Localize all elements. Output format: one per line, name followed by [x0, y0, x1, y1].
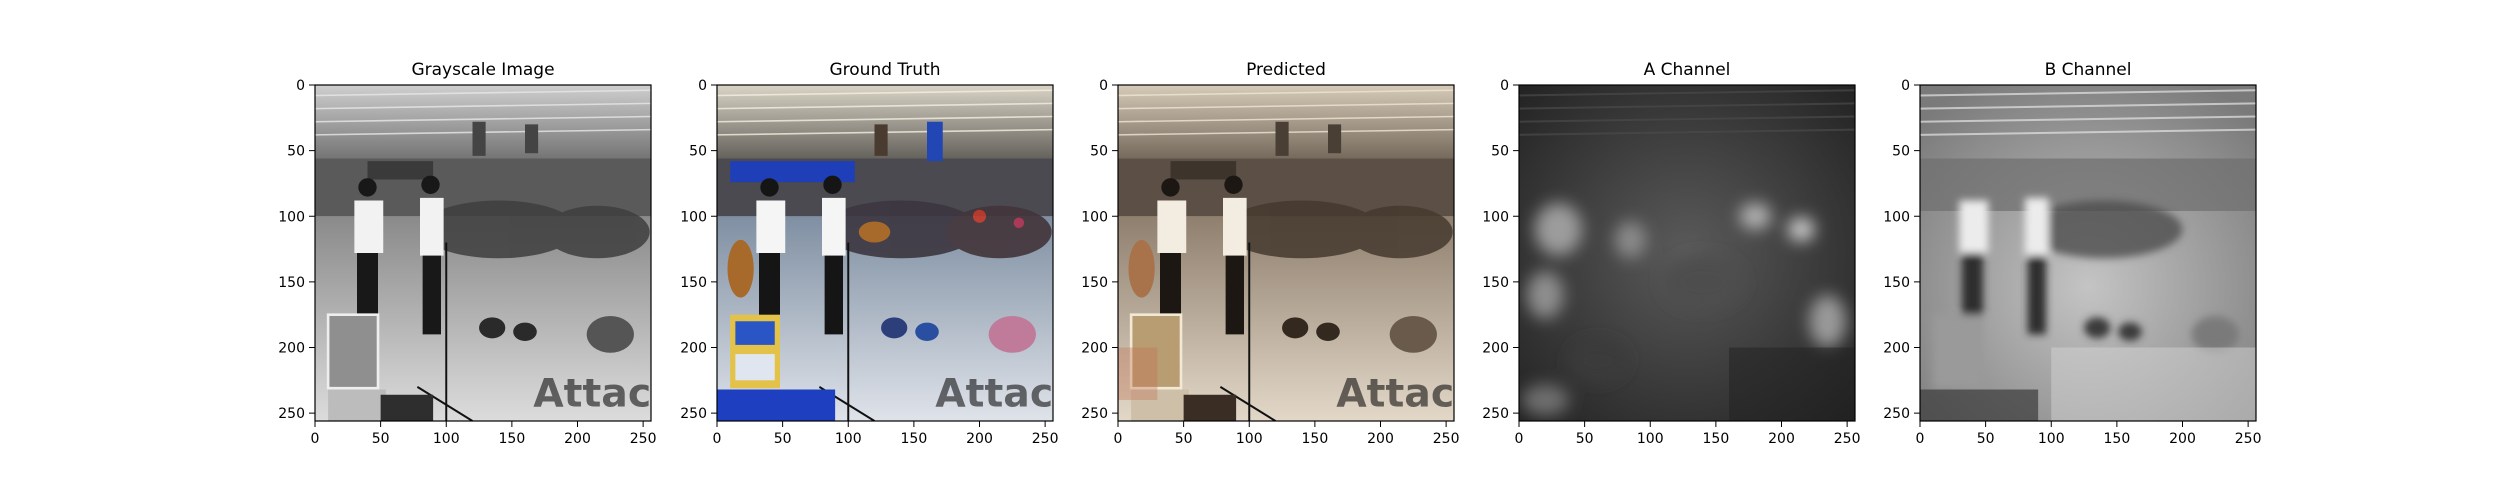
x-tick-label: 50	[1576, 431, 1594, 447]
y-tick-label: 200	[680, 341, 707, 357]
x-tick-label: 100	[2038, 431, 2065, 447]
y-tick-label: 200	[1883, 341, 1910, 357]
x-tick-label: 150	[1302, 431, 1329, 447]
y-tick-label: 100	[1482, 209, 1509, 225]
x-tick-label: 200	[564, 431, 591, 447]
panel-title: Ground Truth	[829, 60, 940, 80]
y-tick-label: 0	[1500, 78, 1509, 94]
panel-title: Predicted	[1246, 60, 1326, 80]
grayscale-image: Attack!	[315, 85, 695, 421]
y-tick-label: 150	[680, 275, 707, 291]
x-tick-label: 200	[966, 431, 993, 447]
panel-b-channel: B Channel 0 50 100 150 200 250	[1883, 60, 2261, 447]
y-tick-label: 0	[1099, 78, 1108, 94]
panel-title: B Channel	[2045, 60, 2132, 80]
y-tick-label: 0	[1901, 78, 1910, 94]
y-tick-label: 50	[1090, 144, 1108, 160]
y-tick-label: 100	[1883, 209, 1910, 225]
y-tick-label: 150	[1883, 275, 1910, 291]
panel-title: Grayscale Image	[411, 60, 554, 80]
x-tick-label: 0	[1916, 431, 1925, 447]
x-tick-label: 100	[835, 431, 862, 447]
x-tick-label: 250	[1433, 431, 1460, 447]
y-tick-label: 0	[296, 78, 305, 94]
x-tick-label: 150	[499, 431, 526, 447]
y-tick-label: 150	[1081, 275, 1108, 291]
x-tick-label: 150	[1703, 431, 1730, 447]
y-tick-label: 150	[1482, 275, 1509, 291]
x-tick-label: 200	[1367, 431, 1394, 447]
x-tick-label: 250	[630, 431, 657, 447]
x-tick-label: 0	[1515, 431, 1524, 447]
y-tick-label: 0	[698, 78, 707, 94]
x-tick-label: 0	[713, 431, 722, 447]
x-tick-label: 100	[1637, 431, 1664, 447]
watermark: Attack!	[1336, 371, 1498, 417]
x-tick-label: 50	[1175, 431, 1193, 447]
x-tick-label: 50	[774, 431, 792, 447]
y-tick-label: 250	[1883, 406, 1910, 422]
y-tick-label: 200	[1081, 341, 1108, 357]
x-tick-label: 0	[311, 431, 320, 447]
x-tick-label: 50	[372, 431, 390, 447]
panel-grayscale: Grayscale Image	[278, 60, 695, 447]
y-tick-label: 50	[287, 144, 305, 160]
panel-ground-truth: Ground Truth	[680, 60, 1097, 447]
y-tick-label: 200	[278, 341, 305, 357]
y-tick-label: 250	[680, 406, 707, 422]
panel-title: A Channel	[1644, 60, 1731, 80]
y-tick-label: 250	[1482, 406, 1509, 422]
x-tick-label: 150	[2104, 431, 2131, 447]
x-tick-label: 200	[2169, 431, 2196, 447]
y-tick-label: 100	[278, 209, 305, 225]
x-tick-label: 250	[2235, 431, 2262, 447]
y-tick-label: 100	[680, 209, 707, 225]
x-tick-label: 50	[1977, 431, 1995, 447]
y-tick-label: 200	[1482, 341, 1509, 357]
ground-truth-image: Attack!	[717, 85, 1097, 421]
b-channel-image	[1920, 85, 2256, 421]
x-tick-label: 200	[1768, 431, 1795, 447]
x-tick-label: 100	[1236, 431, 1263, 447]
x-tick-label: 250	[1032, 431, 1059, 447]
watermark: Attack!	[533, 371, 695, 417]
panel-predicted: Predicted	[1081, 60, 1498, 447]
x-tick-label: 0	[1114, 431, 1123, 447]
y-tick-label: 50	[689, 144, 707, 160]
y-tick-label: 50	[1491, 144, 1509, 160]
x-tick-label: 250	[1834, 431, 1861, 447]
y-tick-label: 100	[1081, 209, 1108, 225]
a-channel-image	[1519, 85, 1855, 421]
y-tick-label: 50	[1892, 144, 1910, 160]
y-tick-label: 250	[1081, 406, 1108, 422]
x-tick-label: 100	[433, 431, 460, 447]
y-tick-label: 150	[278, 275, 305, 291]
y-tick-label: 250	[278, 406, 305, 422]
predicted-image: Attack!	[1118, 85, 1498, 421]
x-tick-label: 150	[901, 431, 928, 447]
watermark: Attack!	[935, 371, 1097, 417]
